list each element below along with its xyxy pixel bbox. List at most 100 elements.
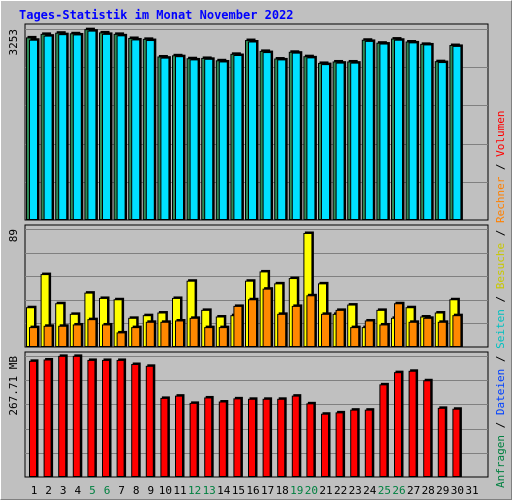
bar-rechner-9: [145, 321, 155, 348]
bar-rechner-13: [204, 327, 214, 348]
x-tick-label: 1: [31, 484, 38, 497]
bar-rechner-28: [423, 317, 433, 347]
bar-volumen-14: [218, 401, 227, 478]
x-tick-label: 5: [89, 484, 96, 497]
legend: Anfragen / Dateien / Seiten / Besuche / …: [494, 110, 507, 488]
bar-volumen-20: [306, 403, 315, 477]
bar-dateien-25: [379, 43, 389, 221]
x-tick-label: 15: [232, 484, 245, 497]
bar-volumen-3: [58, 355, 67, 477]
bar-dateien-15: [233, 55, 243, 220]
legend-item: Seiten: [494, 309, 507, 349]
bar-dateien-12: [189, 59, 199, 221]
bar-volumen-25: [379, 384, 388, 478]
legend-item: Anfragen: [494, 435, 507, 488]
bar-rechner-23: [350, 327, 360, 348]
y-axis-max-label: 267.71 MB: [7, 356, 20, 416]
bar-rechner-27: [408, 321, 418, 348]
bar-rechner-12: [189, 317, 199, 347]
bar-volumen-30: [452, 408, 461, 477]
bar-volumen-7: [116, 359, 125, 478]
x-tick-label: 6: [104, 484, 111, 497]
bar-dateien-13: [204, 58, 214, 220]
x-tick-label: 30: [451, 484, 464, 497]
x-tick-label: 31: [465, 484, 478, 497]
bar-volumen-8: [131, 364, 140, 478]
bar-volumen-2: [43, 359, 52, 477]
bar-dateien-7: [116, 35, 126, 221]
bar-volumen-29: [437, 407, 446, 477]
bar-dateien-17: [262, 52, 272, 220]
bar-rechner-24: [364, 320, 374, 348]
chart-title: Tages-Statistik im Monat November 2022: [19, 8, 294, 22]
legend-item: /: [494, 157, 507, 177]
bar-dateien-8: [131, 39, 141, 220]
bar-dateien-10: [160, 57, 170, 220]
bar-volumen-22: [335, 412, 344, 478]
x-tick-label: 28: [422, 484, 435, 497]
bar-rechner-21: [321, 313, 330, 348]
bar-volumen-18: [277, 398, 286, 478]
x-tick-label: 9: [147, 484, 154, 497]
x-tick-label: 19: [290, 484, 303, 497]
bar-rechner-29: [437, 321, 447, 348]
x-tick-label: 10: [159, 484, 172, 497]
x-tick-label: 14: [217, 484, 231, 497]
bar-dateien-29: [437, 62, 447, 220]
bar-dateien-5: [87, 30, 97, 220]
bar-volumen-6: [102, 359, 110, 478]
y-axis-max-label: 89: [7, 229, 20, 242]
bar-volumen-9: [145, 365, 154, 478]
x-tick-label: 4: [74, 484, 81, 497]
chart-panel-middle: 89: [7, 224, 489, 348]
x-tick-label: 26: [392, 484, 405, 497]
bar-rechner-22: [335, 309, 345, 347]
bar-volumen-19: [291, 395, 300, 477]
bar-dateien-9: [145, 40, 155, 221]
legend-item: Besuche: [494, 243, 507, 289]
bar-volumen-11: [175, 395, 183, 477]
x-tick-label: 20: [305, 484, 318, 497]
bar-dateien-23: [350, 62, 360, 221]
bar-volumen-17: [262, 398, 271, 478]
x-tick-label: 2: [45, 484, 52, 497]
legend-item: Dateien: [494, 369, 507, 415]
bar-dateien-16: [248, 41, 257, 220]
legend-item: /: [494, 289, 507, 309]
x-tick-label: 16: [246, 484, 259, 497]
x-tick-label: 17: [261, 484, 274, 497]
x-tick-label: 23: [349, 484, 362, 497]
bar-volumen-4: [72, 355, 81, 477]
bar-dateien-14: [218, 61, 228, 221]
bar-rechner-1: [29, 327, 38, 348]
bar-dateien-21: [321, 64, 330, 220]
bar-rechner-3: [58, 325, 68, 348]
bar-dateien-30: [452, 45, 462, 220]
bar-dateien-19: [291, 52, 301, 221]
bar-rechner-20: [306, 295, 316, 348]
bar-volumen-5: [87, 359, 96, 478]
y-axis-max-label: 3253: [7, 29, 20, 56]
bar-dateien-27: [408, 42, 418, 221]
bar-dateien-28: [423, 44, 433, 221]
bar-rechner-15: [233, 305, 243, 347]
bar-rechner-7: [116, 332, 126, 348]
bar-dateien-2: [43, 35, 53, 221]
bar-volumen-12: [189, 402, 198, 477]
bar-rechner-19: [291, 305, 301, 347]
bar-rechner-6: [102, 324, 111, 347]
bar-dateien-24: [364, 40, 374, 220]
bar-volumen-16: [248, 398, 256, 478]
bar-volumen-26: [394, 372, 402, 477]
bar-dateien-18: [277, 59, 287, 221]
bar-dateien-11: [175, 56, 184, 220]
bar-volumen-21: [321, 413, 329, 477]
x-tick-label: 13: [203, 484, 216, 497]
legend-item: Rechner: [494, 176, 507, 223]
bar-rechner-26: [394, 303, 403, 347]
bar-dateien-1: [29, 39, 38, 220]
bar-rechner-5: [87, 319, 97, 348]
bar-rechner-18: [277, 313, 287, 348]
bar-volumen-1: [29, 360, 37, 478]
